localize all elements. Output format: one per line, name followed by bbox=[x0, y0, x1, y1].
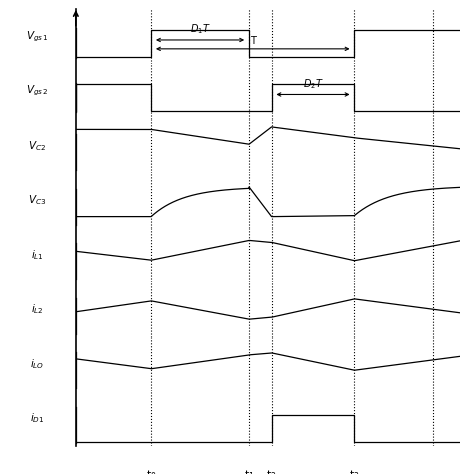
Text: $i_{L1}$: $i_{L1}$ bbox=[31, 248, 44, 262]
Text: $V_{gs\,2}$: $V_{gs\,2}$ bbox=[26, 84, 49, 99]
Text: $D_2T$: $D_2T$ bbox=[302, 77, 323, 91]
Text: $i_{LO}$: $i_{LO}$ bbox=[30, 357, 45, 371]
Text: $V_{gs\,1}$: $V_{gs\,1}$ bbox=[26, 29, 49, 44]
Text: T: T bbox=[250, 36, 255, 46]
Text: $i_{D1}$: $i_{D1}$ bbox=[30, 411, 45, 425]
Text: $D_1T$: $D_1T$ bbox=[190, 23, 210, 36]
Text: t$_3$: t$_3$ bbox=[349, 468, 360, 474]
Text: $V_{C2}$: $V_{C2}$ bbox=[28, 139, 46, 153]
Text: t$_2$: t$_2$ bbox=[266, 468, 277, 474]
Text: $i_{L2}$: $i_{L2}$ bbox=[31, 302, 44, 316]
Text: t$_1$: t$_1$ bbox=[244, 468, 255, 474]
Text: t$_0$: t$_0$ bbox=[146, 468, 156, 474]
Text: $V_{C3}$: $V_{C3}$ bbox=[28, 193, 46, 207]
